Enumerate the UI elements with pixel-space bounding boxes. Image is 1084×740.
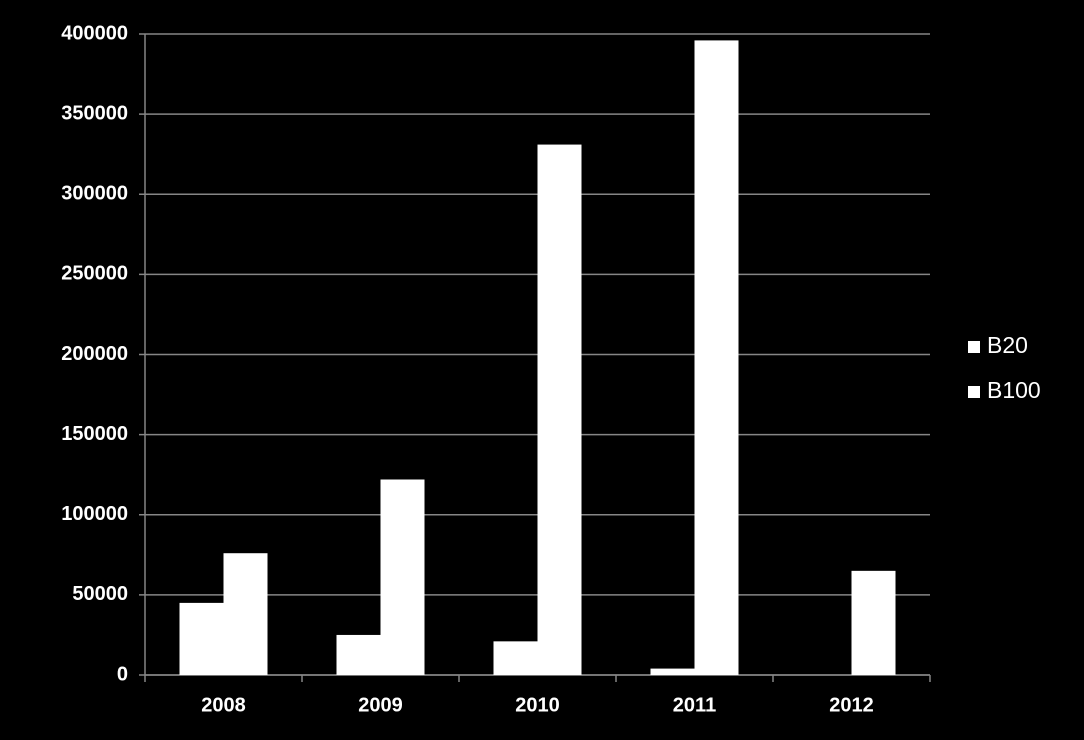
y-tick-label: 50000 (72, 583, 128, 605)
legend-label: B100 (987, 377, 1041, 403)
bar (650, 668, 695, 675)
bar (493, 641, 538, 675)
y-tick-label: 100000 (61, 503, 128, 525)
bar (223, 553, 268, 675)
x-tick-label: 2008 (201, 694, 246, 716)
bar (336, 634, 381, 675)
y-tick-label: 200000 (61, 343, 128, 365)
legend-swatch (968, 386, 980, 398)
bar (851, 570, 896, 675)
x-tick-label: 2009 (358, 694, 403, 716)
y-tick-label: 400000 (61, 22, 128, 44)
x-tick-label: 2011 (673, 694, 716, 716)
bar (537, 144, 582, 675)
bar (694, 40, 739, 676)
legend-swatch (968, 341, 980, 353)
x-tick-label: 2010 (515, 694, 560, 716)
y-tick-label: 150000 (61, 423, 128, 445)
y-tick-label: 300000 (61, 183, 128, 205)
y-tick-label: 0 (117, 663, 128, 685)
bar (179, 602, 224, 675)
bar (380, 479, 425, 675)
y-tick-label: 250000 (61, 263, 128, 285)
legend-label: B20 (987, 332, 1028, 358)
y-tick-label: 350000 (61, 102, 128, 124)
x-tick-label: 2012 (829, 694, 874, 716)
